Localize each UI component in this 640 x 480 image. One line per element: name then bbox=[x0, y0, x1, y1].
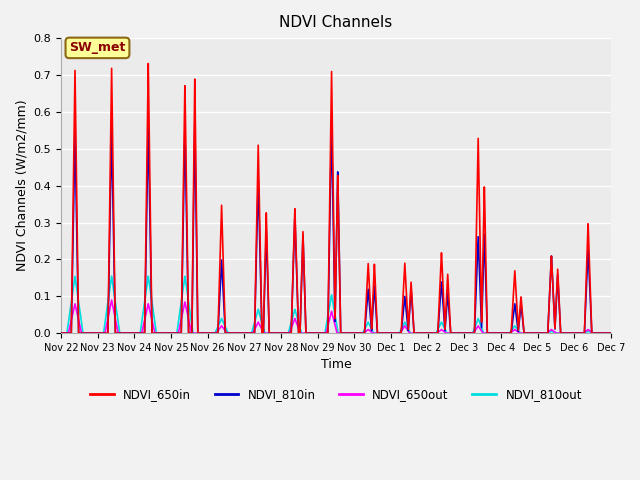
NDVI_810out bbox=[607, 330, 614, 336]
NDVI_650in bbox=[157, 330, 165, 336]
NDVI_650in bbox=[145, 60, 152, 66]
Text: SW_met: SW_met bbox=[69, 41, 125, 54]
NDVI_650out bbox=[509, 328, 517, 334]
NDVI_810in bbox=[509, 314, 517, 320]
NDVI_650in bbox=[467, 330, 475, 336]
NDVI_650out bbox=[108, 297, 115, 303]
NDVI_650in bbox=[509, 296, 517, 301]
NDVI_810out bbox=[387, 330, 395, 336]
NDVI_810in bbox=[387, 330, 395, 336]
NDVI_650out bbox=[607, 330, 614, 336]
NDVI_810in bbox=[467, 330, 475, 336]
Line: NDVI_810in: NDVI_810in bbox=[61, 122, 611, 333]
NDVI_650out bbox=[415, 330, 422, 336]
NDVI_810in bbox=[415, 330, 422, 336]
NDVI_650out bbox=[467, 330, 475, 336]
Line: NDVI_650in: NDVI_650in bbox=[61, 63, 611, 333]
X-axis label: Time: Time bbox=[321, 359, 351, 372]
Y-axis label: NDVI Channels (W/m2/mm): NDVI Channels (W/m2/mm) bbox=[15, 100, 28, 272]
Legend: NDVI_650in, NDVI_810in, NDVI_650out, NDVI_810out: NDVI_650in, NDVI_810in, NDVI_650out, NDV… bbox=[85, 384, 587, 406]
NDVI_650out bbox=[387, 330, 395, 336]
NDVI_650out bbox=[157, 330, 165, 336]
NDVI_650out bbox=[268, 330, 275, 336]
NDVI_810out bbox=[415, 330, 422, 336]
NDVI_810in bbox=[57, 330, 65, 336]
NDVI_810out bbox=[268, 330, 275, 336]
Line: NDVI_650out: NDVI_650out bbox=[61, 300, 611, 333]
NDVI_650in bbox=[607, 330, 614, 336]
NDVI_650in bbox=[415, 330, 422, 336]
NDVI_650in bbox=[57, 330, 65, 336]
NDVI_810in bbox=[268, 330, 275, 336]
NDVI_810out bbox=[108, 273, 115, 279]
Title: NDVI Channels: NDVI Channels bbox=[279, 15, 392, 30]
NDVI_810out bbox=[467, 330, 475, 336]
NDVI_810out bbox=[509, 325, 517, 331]
NDVI_650in bbox=[268, 330, 275, 336]
NDVI_810in bbox=[607, 330, 614, 336]
NDVI_810out bbox=[157, 330, 165, 336]
NDVI_810out bbox=[57, 330, 65, 336]
NDVI_650out bbox=[57, 330, 65, 336]
NDVI_650in bbox=[387, 330, 395, 336]
Line: NDVI_810out: NDVI_810out bbox=[61, 276, 611, 333]
NDVI_810in bbox=[328, 120, 335, 125]
NDVI_810in bbox=[157, 330, 164, 336]
